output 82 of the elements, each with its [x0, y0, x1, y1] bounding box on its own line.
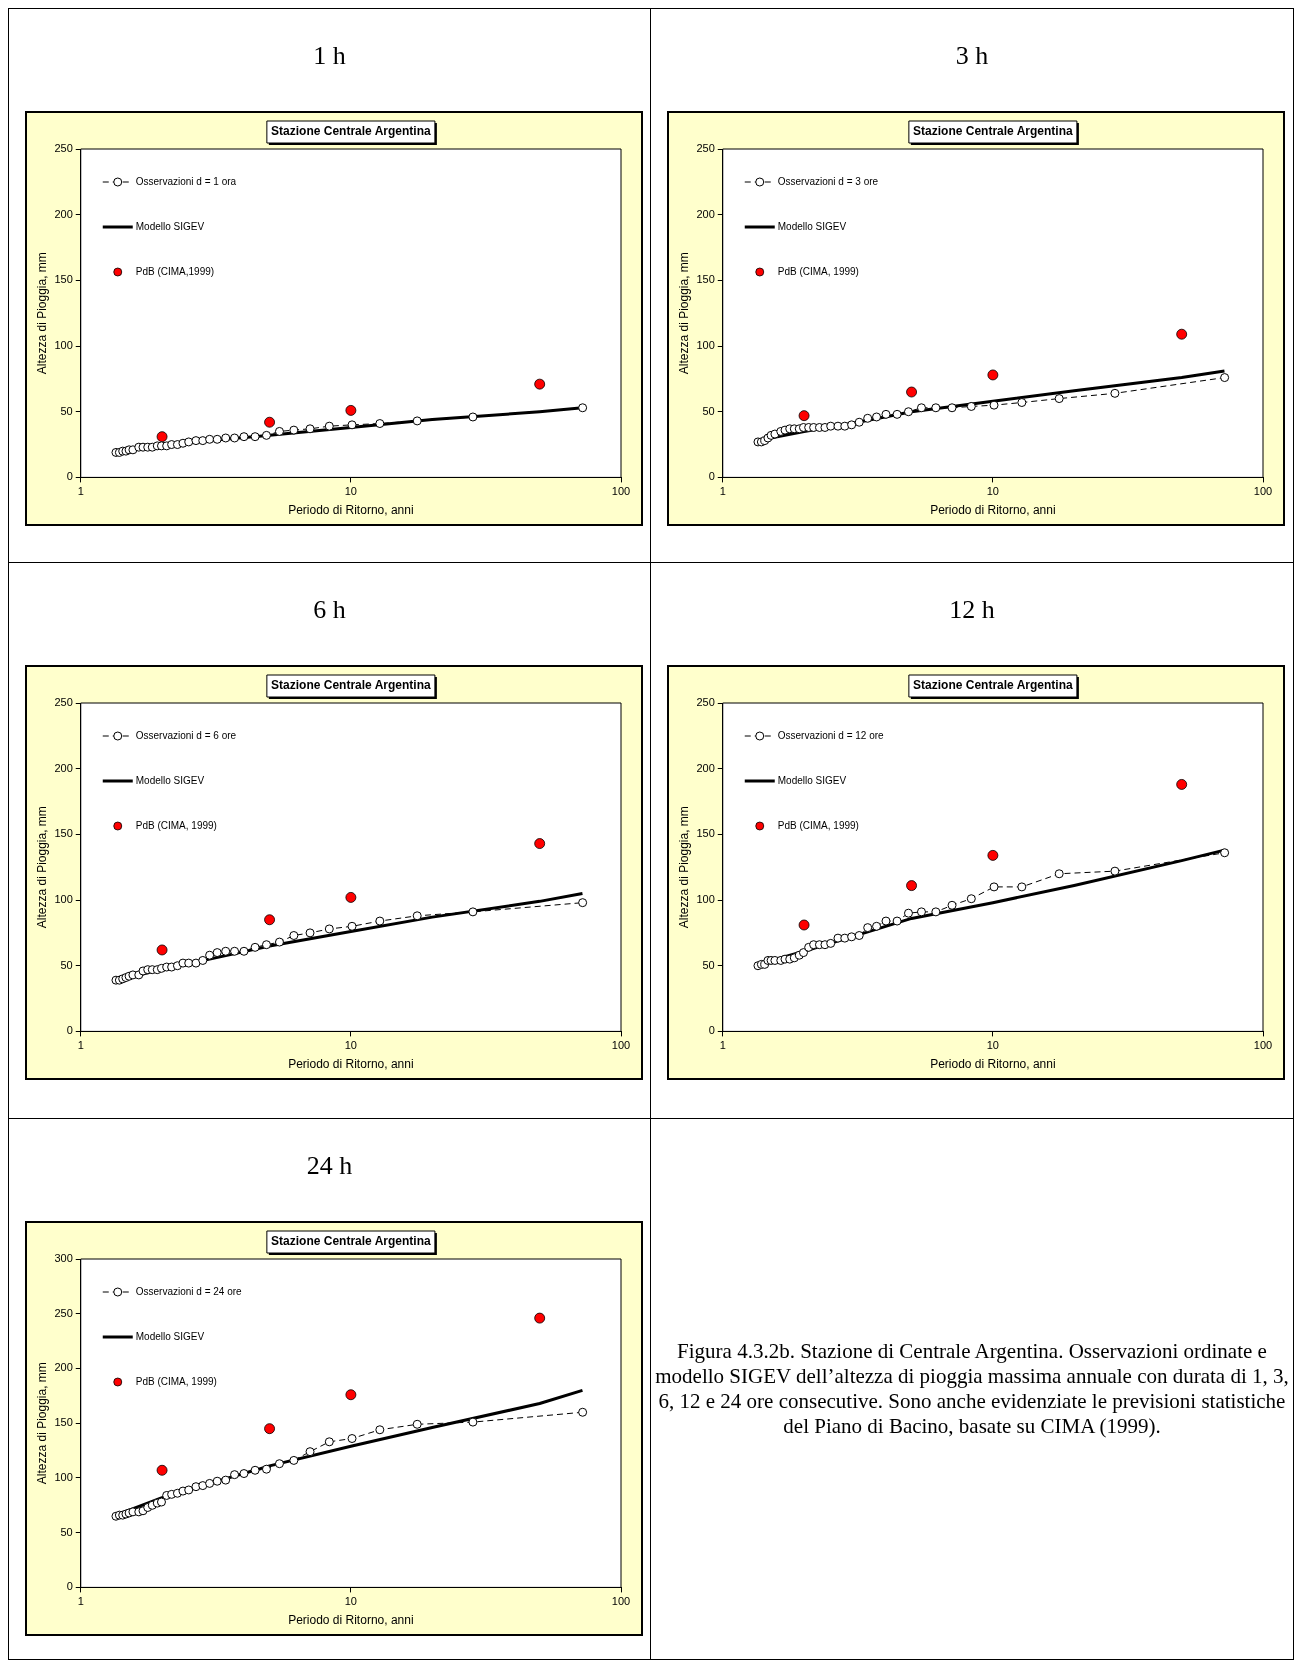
chart-title: 3 h [954, 41, 990, 72]
x-tick-label: 1 [719, 1039, 726, 1052]
y-tick-label: 150 [54, 1416, 73, 1429]
y-tick-label: 150 [54, 827, 73, 840]
y-tick-label: 100 [54, 339, 73, 352]
x-tick-label: 10 [986, 485, 999, 498]
y-tick-label: 100 [696, 339, 715, 352]
x-tick-label: 1 [77, 1039, 84, 1052]
x-axis-title: Periodo di Ritorno, anni [288, 503, 414, 518]
legend-label: PdB (CIMA, 1999) [135, 819, 217, 831]
x-axis-title: Periodo di Ritorno, anni [930, 503, 1056, 518]
y-tick-label: 250 [696, 696, 715, 709]
x-tick-label: 1 [77, 485, 84, 498]
y-tick-label: 200 [54, 1361, 73, 1374]
x-tick-label: 10 [986, 1039, 999, 1052]
y-tick-label: 300 [54, 1252, 73, 1265]
y-axis-title: Altezza di Pioggia, mm [676, 806, 691, 929]
legend-label: Modello SIGEV [135, 1330, 205, 1342]
y-tick-label: 250 [696, 142, 715, 155]
chart-subtitle: Stazione Centrale Argentina [913, 124, 1073, 139]
legend-label: Modello SIGEV [135, 774, 205, 786]
y-tick-label: 250 [54, 1306, 73, 1319]
y-tick-label: 150 [696, 273, 715, 286]
y-tick-label: 50 [702, 958, 715, 971]
y-axis-title: Altezza di Pioggia, mm [34, 1362, 49, 1485]
y-tick-label: 50 [702, 404, 715, 417]
x-tick-label: 1 [719, 485, 726, 498]
x-axis-title: Periodo di Ritorno, anni [288, 1613, 414, 1628]
y-axis-title: Altezza di Pioggia, mm [34, 806, 49, 929]
legend-label: Osservazioni d = 1 ora [135, 175, 237, 187]
y-tick-label: 0 [66, 470, 73, 483]
x-axis-title: Periodo di Ritorno, anni [288, 1057, 414, 1072]
y-tick-label: 50 [60, 1525, 73, 1538]
chart-title: 24 h [305, 1151, 354, 1182]
chart-title: 1 h [312, 41, 347, 72]
legend-label: PdB (CIMA, 1999) [777, 265, 859, 277]
x-tick-label: 10 [344, 1039, 357, 1052]
chart-title: 6 h [312, 595, 347, 626]
legend-label: Modello SIGEV [777, 220, 847, 232]
legend-label: PdB (CIMA, 1999) [777, 819, 859, 831]
text: Figura 4.3.2b. Stazione di Centrale Argentina. Osservazioni ordinate e modello SIGEV dell’altezza di pioggia massima annuale con durata di 1, 3, 6, 12 e 24 ore consecutive. Sono anche evidenziate le previsioni statistiche del Piano di Bacino, basate su CIMA (1999). [654, 1338, 1290, 1440]
chart-subtitle: Stazione Centrale Argentina [913, 678, 1073, 693]
y-tick-label: 50 [60, 404, 73, 417]
x-tick-label: 10 [344, 485, 357, 498]
legend-label: Osservazioni d = 3 ore [777, 175, 879, 187]
x-tick-label: 100 [1253, 485, 1273, 498]
legend-label: PdB (CIMA, 1999) [135, 1375, 217, 1387]
legend-label: Osservazioni d = 12 ore [777, 729, 885, 741]
chart-subtitle: Stazione Centrale Argentina [271, 124, 431, 139]
y-tick-label: 150 [696, 827, 715, 840]
x-tick-label: 1 [77, 1595, 84, 1608]
y-tick-label: 0 [708, 1024, 715, 1037]
y-tick-label: 0 [708, 470, 715, 483]
legend-label: Modello SIGEV [135, 220, 205, 232]
y-tick-label: 250 [54, 696, 73, 709]
y-tick-label: 0 [66, 1024, 73, 1037]
legend-label: PdB (CIMA,1999) [135, 265, 215, 277]
y-tick-label: 100 [54, 893, 73, 906]
y-tick-label: 100 [54, 1470, 73, 1483]
legend-label: Osservazioni d = 24 ore [135, 1285, 243, 1297]
y-tick-label: 250 [54, 142, 73, 155]
x-tick-label: 100 [611, 1595, 631, 1608]
chart-title: 12 h [948, 595, 996, 626]
y-tick-label: 100 [696, 893, 715, 906]
y-tick-label: 200 [54, 207, 73, 220]
y-tick-label: 150 [54, 273, 73, 286]
legend-label: Osservazioni d = 6 ore [135, 729, 237, 741]
x-tick-label: 100 [1253, 1039, 1273, 1052]
chart-subtitle: Stazione Centrale Argentina [271, 1234, 431, 1249]
y-tick-label: 200 [696, 207, 715, 220]
x-tick-label: 100 [611, 485, 631, 498]
y-axis-title: Altezza di Pioggia, mm [676, 252, 691, 375]
x-tick-label: 100 [611, 1039, 631, 1052]
y-tick-label: 0 [66, 1580, 73, 1593]
x-axis-title: Periodo di Ritorno, anni [930, 1057, 1056, 1072]
legend-label: Modello SIGEV [777, 774, 847, 786]
y-tick-label: 200 [696, 761, 715, 774]
x-tick-label: 10 [344, 1595, 357, 1608]
y-tick-label: 200 [54, 761, 73, 774]
chart-subtitle: Stazione Centrale Argentina [271, 678, 431, 693]
y-tick-label: 50 [60, 958, 73, 971]
y-axis-title: Altezza di Pioggia, mm [34, 252, 49, 375]
